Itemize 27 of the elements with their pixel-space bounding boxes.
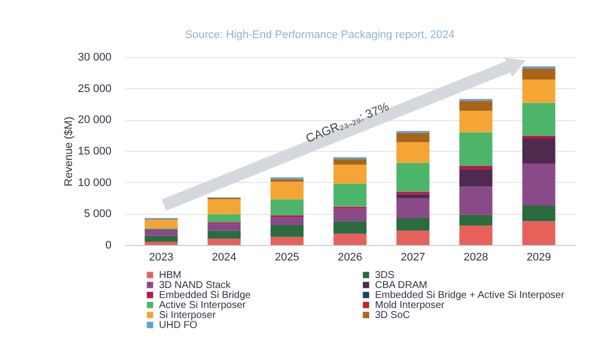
x-tick-label: 2025: [274, 252, 300, 264]
legend-label: CBA DRAM: [375, 280, 428, 291]
y-tick-label: 30 000: [78, 52, 112, 64]
x-tick-label: 2028: [464, 252, 488, 264]
source-note: Source: High-End Performance Packaging report, 2024: [185, 29, 455, 41]
x-tick-label: 2027: [400, 252, 426, 264]
legend-label: Embedded Si Bridge: [159, 290, 252, 301]
y-tick-label: 0: [105, 240, 112, 252]
x-tick-label: 2026: [338, 252, 362, 264]
y-tick-label: 25 000: [78, 82, 112, 95]
y-tick-label: 5 000: [84, 208, 112, 220]
legend-label: 3DS: [375, 270, 395, 281]
x-tick-label: 2029: [526, 252, 552, 264]
legend-label: UHD FO: [159, 320, 198, 331]
legend-label: Mold Interposer: [375, 300, 446, 311]
legend-label: 3D SoC: [375, 310, 410, 321]
legend-label: Active Si Interposer: [159, 300, 246, 311]
legend-label: Embedded Si Bridge + Active Si Interposer: [375, 290, 565, 301]
legend-label: HBM: [159, 270, 182, 281]
y-tick-label: 15 000: [78, 146, 112, 158]
x-tick-label: 2024: [212, 252, 236, 264]
y-axis-title: Revenue ($M): [62, 116, 75, 186]
legend-label: 3D NAND Stack: [159, 280, 232, 291]
y-tick-label: 20 000: [78, 114, 112, 126]
x-tick-label: 2023: [148, 252, 174, 264]
legend-label: Si Interposer: [159, 310, 216, 321]
y-tick-label: 10 000: [78, 176, 112, 189]
